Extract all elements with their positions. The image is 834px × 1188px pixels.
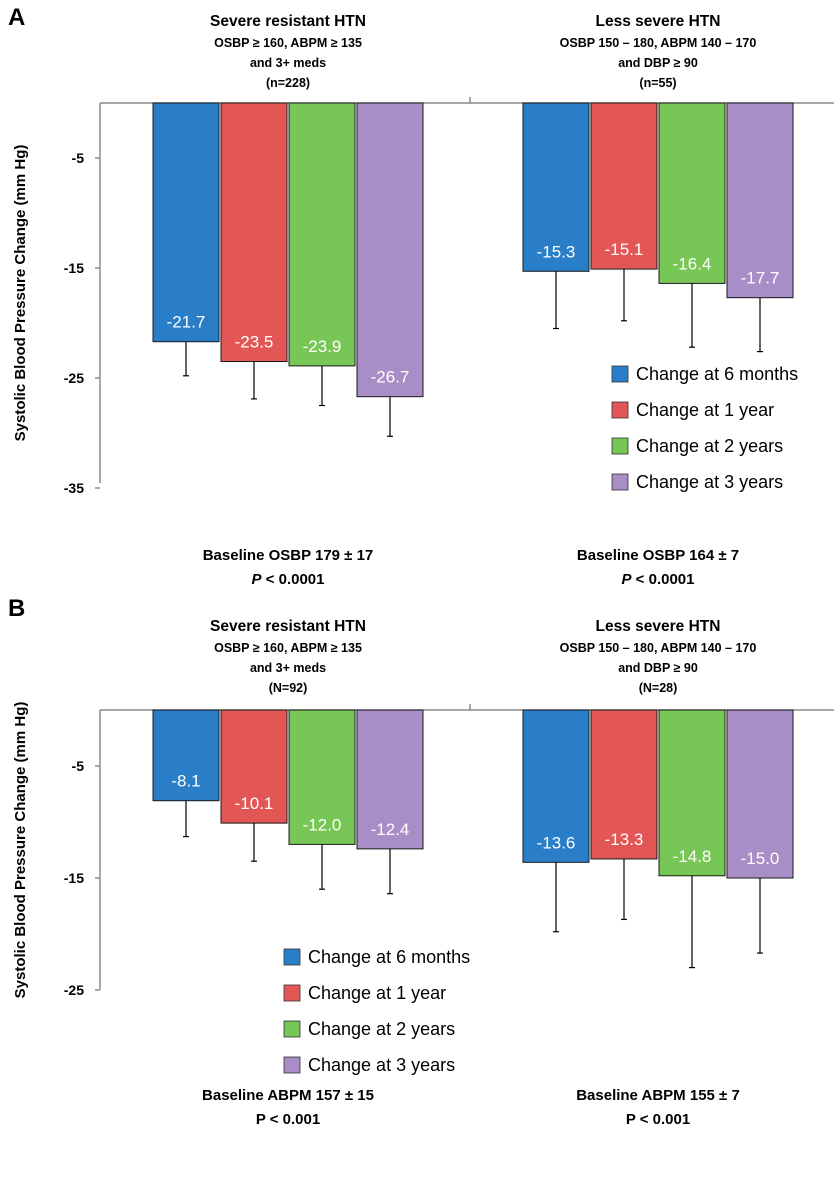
data-label: -23.9 <box>303 337 342 356</box>
group-criteria-2: and DBP ≥ 90 <box>618 661 698 675</box>
data-label: -8.1 <box>171 772 200 791</box>
legend-label: Change at 3 years <box>636 472 783 492</box>
p-value-text: P < 0.0001 <box>622 571 695 588</box>
group-n: (N=92) <box>269 681 308 695</box>
legend-label: Change at 1 year <box>636 400 774 420</box>
bar-2y <box>658 709 726 877</box>
chart-panel-b: B -5 -15 -25 Systolic Blood Pressure Change … <box>8 595 834 1128</box>
group-title: Severe resistant HTN <box>210 13 366 30</box>
legend-swatch-2y <box>611 437 629 455</box>
group-criteria: OSBP ≥ 160, ABPM ≥ 135 <box>214 36 362 50</box>
baseline-text: Baseline ABPM 157 ± 15 <box>202 1087 374 1104</box>
data-label: -12.4 <box>371 820 410 839</box>
p-value-rest: < 0.0001 <box>262 571 325 588</box>
group-criteria-2: and DBP ≥ 90 <box>618 56 698 70</box>
baseline-text: Baseline OSBP 164 ± 7 <box>577 547 739 564</box>
group-criteria: OSBP 150 – 180, ABPM 140 – 170 <box>560 36 757 50</box>
bar-2y <box>288 102 356 367</box>
p-value-text: P < 0.0001 <box>252 571 325 588</box>
bar-1y <box>590 102 658 270</box>
legend-label: Change at 2 years <box>636 436 783 456</box>
data-label: -21.7 <box>167 313 206 332</box>
legend-label: Change at 6 months <box>636 364 798 384</box>
data-label: -23.5 <box>235 333 274 352</box>
baseline-text: Baseline OSBP 179 ± 17 <box>203 547 374 564</box>
group-title: Less severe HTN <box>596 618 721 635</box>
legend-label: Change at 2 years <box>308 1019 455 1039</box>
chart-panel-a: A -5 -15 -25 -35 Systolic Blood Pressure Chan… <box>8 4 834 588</box>
legend-swatch-2y <box>283 1020 301 1038</box>
bar-6m <box>152 709 220 802</box>
legend-swatch-1y <box>611 401 629 419</box>
data-label: -15.0 <box>741 849 780 868</box>
y-axis-label: Systolic Blood Pressure Change (mm Hg) <box>12 702 29 999</box>
p-value-rest: < 0.0001 <box>632 571 695 588</box>
p-value-symbol: P <box>622 571 633 588</box>
group-title: Less severe HTN <box>596 13 721 30</box>
legend-swatch-3y <box>611 473 629 491</box>
bar-3y <box>356 102 424 398</box>
p-value-text: P < 0.001 <box>626 1111 690 1128</box>
y-tick-label: -35 <box>64 480 84 496</box>
y-tick-label: -15 <box>64 870 84 886</box>
y-tick-label: -25 <box>64 982 84 998</box>
legend-label: Change at 1 year <box>308 983 446 1003</box>
bar-3y <box>726 709 794 879</box>
data-label: -15.1 <box>605 240 644 259</box>
y-tick-label: -15 <box>64 260 84 276</box>
bar-1y <box>220 102 288 362</box>
y-axis-label: Systolic Blood Pressure Change (mm Hg) <box>12 145 29 442</box>
bar-6m <box>522 102 590 272</box>
data-label: -14.8 <box>673 847 712 866</box>
panel-letter: B <box>8 595 25 622</box>
data-label: -16.4 <box>673 254 712 273</box>
group-n: (n=228) <box>266 76 310 90</box>
p-value-text: P < 0.001 <box>256 1111 320 1128</box>
group-header: Less severe HTN OSBP 150 – 180, ABPM 140 … <box>560 618 757 695</box>
data-label: -12.0 <box>303 815 342 834</box>
legend-label: Change at 3 years <box>308 1055 455 1075</box>
group-title: Severe resistant HTN <box>210 618 366 635</box>
bar-2y <box>658 102 726 284</box>
group-n: (n=55) <box>639 76 676 90</box>
baseline-text: Baseline ABPM 155 ± 7 <box>576 1087 740 1104</box>
legend-label: Change at 6 months <box>308 947 470 967</box>
p-value-rest: P < 0.001 <box>256 1111 320 1128</box>
group-criteria: OSBP 150 – 180, ABPM 140 – 170 <box>560 641 757 655</box>
group-criteria-2: and 3+ meds <box>250 56 326 70</box>
panel-letter: A <box>8 4 25 31</box>
legend: Change at 6 months Change at 1 year Change… <box>283 947 470 1075</box>
group-criteria: OSBP ≥ 160, ABPM ≥ 135 <box>214 641 362 655</box>
p-value-rest: P < 0.001 <box>626 1111 690 1128</box>
bar-6m <box>152 102 220 343</box>
bar-3y <box>726 102 794 299</box>
group-header: Less severe HTN OSBP 150 – 180, ABPM 140 … <box>560 13 757 90</box>
data-label: -13.6 <box>537 833 576 852</box>
data-label: -26.7 <box>371 368 410 387</box>
bar-2y <box>288 709 356 845</box>
group-criteria-2: and 3+ meds <box>250 661 326 675</box>
group-header: Severe resistant HTN OSBP ≥ 160, ABPM ≥ 1… <box>210 13 366 90</box>
data-label: -10.1 <box>235 794 274 813</box>
bar-1y <box>220 709 288 824</box>
bar-6m <box>522 709 590 863</box>
y-tick-label: -5 <box>72 758 85 774</box>
legend: Change at 6 months Change at 1 year Change… <box>611 364 798 492</box>
y-tick-label: -5 <box>72 150 85 166</box>
p-value-symbol: P <box>252 571 263 588</box>
bar-1y <box>590 709 658 860</box>
group-header: Severe resistant HTN OSBP ≥ 160, ABPM ≥ 1… <box>210 618 366 695</box>
legend-swatch-1y <box>283 984 301 1002</box>
group-n: (N=28) <box>639 681 678 695</box>
legend-swatch-6m <box>283 948 301 966</box>
y-tick-label: -25 <box>64 370 84 386</box>
legend-swatch-3y <box>283 1056 301 1074</box>
data-label: -17.7 <box>741 269 780 288</box>
legend-swatch-6m <box>611 365 629 383</box>
data-label: -15.3 <box>537 242 576 261</box>
data-label: -13.3 <box>605 830 644 849</box>
